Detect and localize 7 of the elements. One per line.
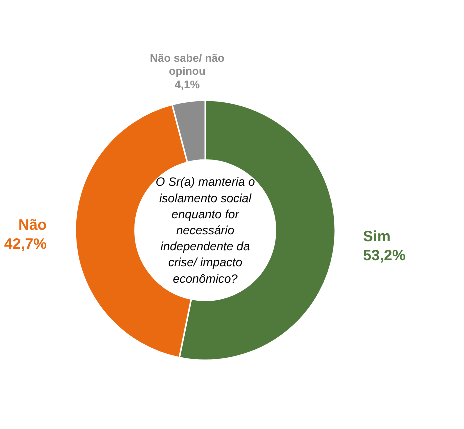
data-label: 53,2% — [363, 247, 406, 264]
text: O Sr(a) manteria o isolamento social enquanto for necessário independente da crise/ impacto econômico? — [156, 175, 256, 286]
slice-label: Não — [18, 217, 47, 234]
data-label: 42,7% — [4, 236, 47, 253]
data-label: 4,1% — [174, 79, 200, 92]
slice-label: Sim — [363, 228, 391, 246]
slice-label: Não sabe/ não opinou — [150, 52, 226, 78]
